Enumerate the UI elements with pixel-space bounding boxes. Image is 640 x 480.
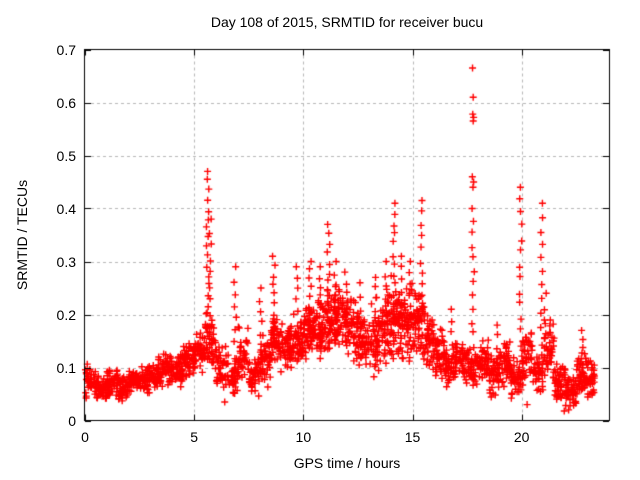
- x-tick-label: 20: [513, 429, 530, 445]
- y-tick-label: 0.1: [56, 359, 76, 376]
- y-tick-label: 0.3: [56, 253, 76, 270]
- x-tick-label: 5: [190, 429, 199, 445]
- y-tick-label: 0.7: [56, 41, 76, 58]
- y-tick-label: 0: [68, 412, 76, 429]
- y-tick-label: 0.2: [56, 306, 76, 323]
- y-tick-label: 0.5: [56, 147, 76, 164]
- y-tick-label: 0.4: [56, 200, 76, 217]
- x-tick-label: 0: [81, 429, 89, 445]
- y-axis-label-text: SRMTID / TECUs: [14, 179, 30, 291]
- chart-title: Day 108 of 2015, SRMTID for receiver buc…: [210, 14, 484, 30]
- y-tick-label: 0.6: [56, 94, 76, 111]
- x-tick-label: 10: [295, 429, 312, 445]
- x-tick-label: 15: [404, 429, 421, 445]
- x-axis-label: GPS time / hours: [293, 455, 401, 471]
